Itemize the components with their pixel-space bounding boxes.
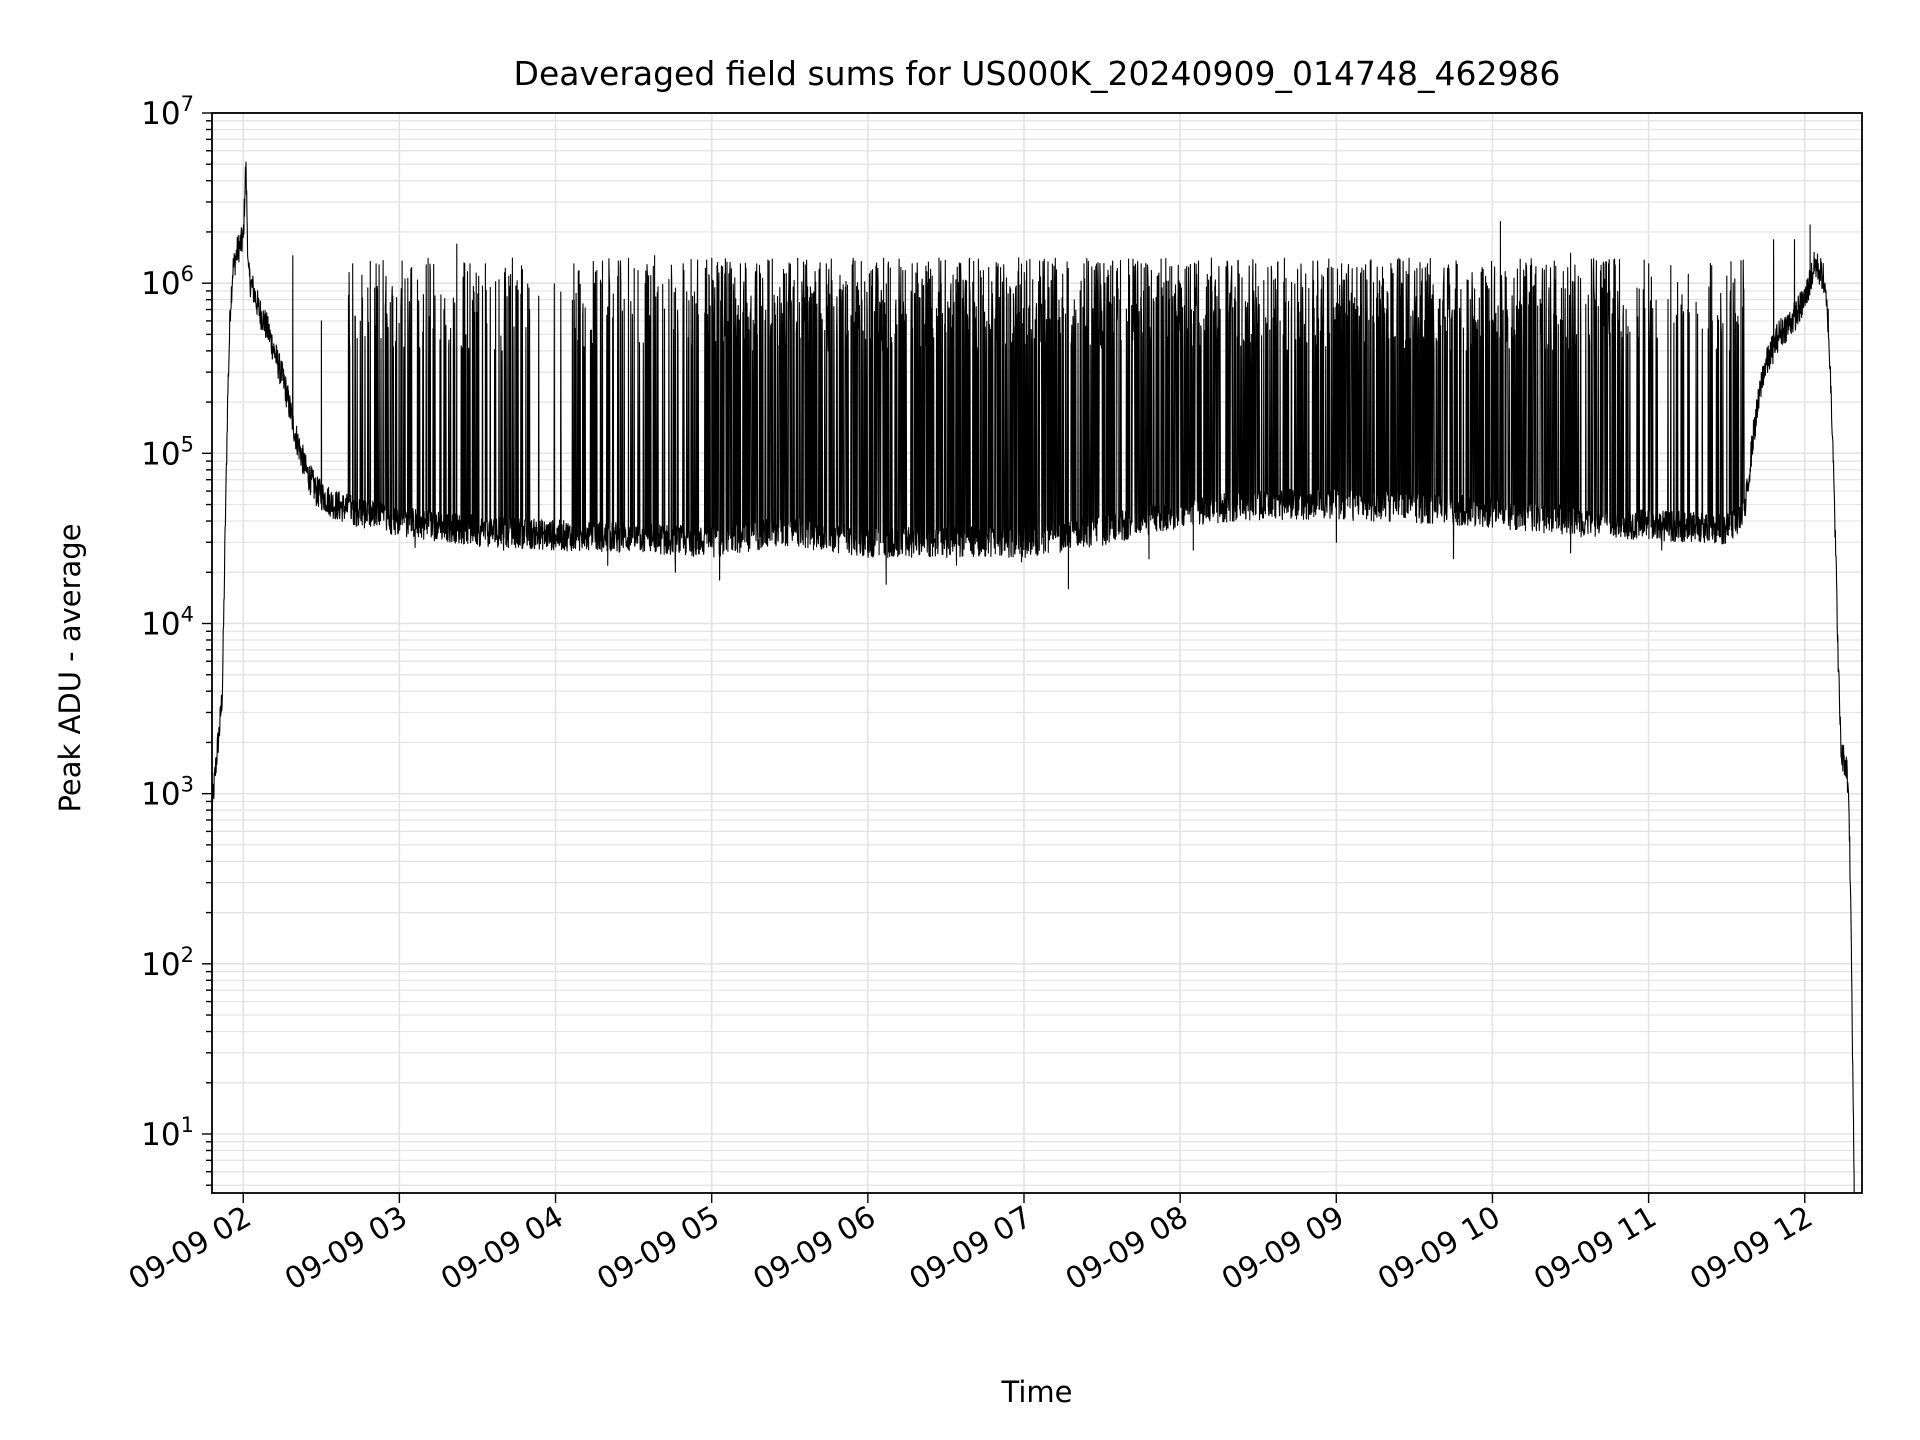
y-tick-label: 106: [141, 262, 194, 302]
y-tick-label: 105: [141, 432, 194, 472]
y-tick-label: 103: [141, 773, 194, 813]
chart-title: Deaveraged field sums for US000K_2024090…: [514, 54, 1561, 93]
y-tick-label: 101: [141, 1113, 194, 1153]
y-tick-label: 107: [141, 92, 194, 132]
plot-area-frame: [211, 112, 1863, 1194]
series-layer: [211, 161, 1855, 1194]
grid-lines: [212, 112, 1862, 1193]
x-axis-label: Time: [1001, 1375, 1073, 1409]
series-line: [211, 161, 1855, 1194]
y-axis-label: Peak ADU - average: [53, 523, 87, 812]
y-tick-label: 104: [141, 602, 194, 642]
y-tick-label: 102: [141, 943, 194, 983]
